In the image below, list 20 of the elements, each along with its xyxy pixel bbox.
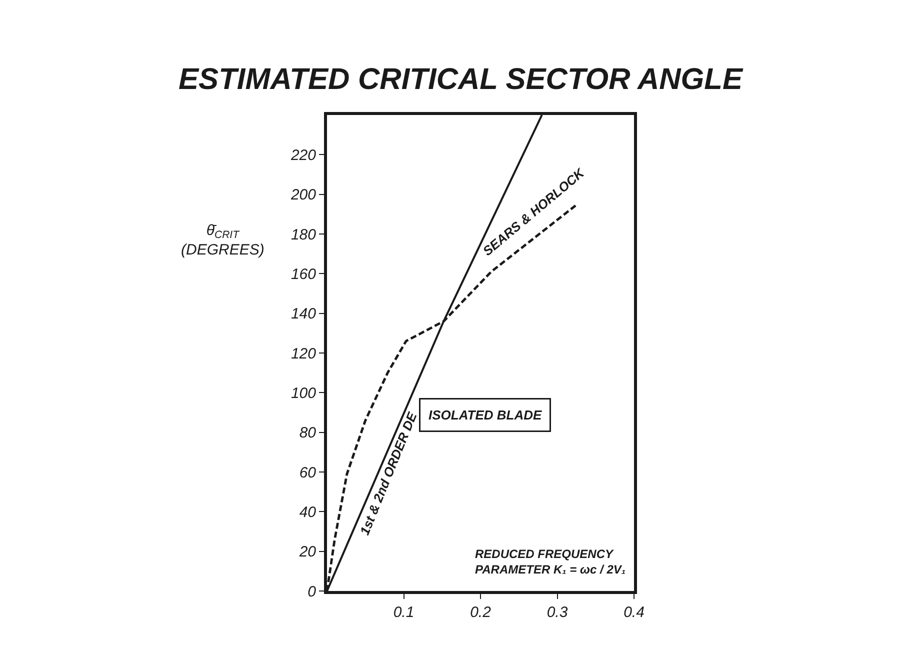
y-tick-label: 0 (308, 583, 317, 600)
x-tick-label: 0.4 (624, 604, 644, 621)
x-tick-label: 0.2 (470, 604, 492, 621)
y-tick-label: 40 (299, 504, 317, 521)
y-tick-label: 160 (290, 266, 317, 283)
y-tick-label: 200 (290, 186, 317, 204)
y-tick-label: 100 (290, 384, 317, 402)
y-tick-label: 220 (290, 146, 317, 164)
y-tick-label: 120 (290, 345, 317, 362)
y-tick-label: 20 (298, 544, 317, 561)
annotation: ISOLATED BLADE (428, 408, 542, 422)
x-axis-title: REDUCED FREQUENCY PARAMETER K₁ = ωc / 2V₁ (475, 547, 626, 577)
y-axis-title: θ̄$_{CRIT}$ (DEGREES) (181, 222, 264, 258)
y-tick-label: 140 (290, 306, 317, 323)
x-tick-label: 0.1 (393, 604, 414, 621)
y-tick-label: 60 (299, 464, 317, 482)
chart-title: ESTIMATED CRITICAL SECTOR ANGLE (178, 63, 744, 96)
y-tick-label: 80 (299, 424, 317, 442)
x-tick-label: 0.3 (546, 604, 568, 621)
y-tick-label: 180 (290, 226, 317, 244)
